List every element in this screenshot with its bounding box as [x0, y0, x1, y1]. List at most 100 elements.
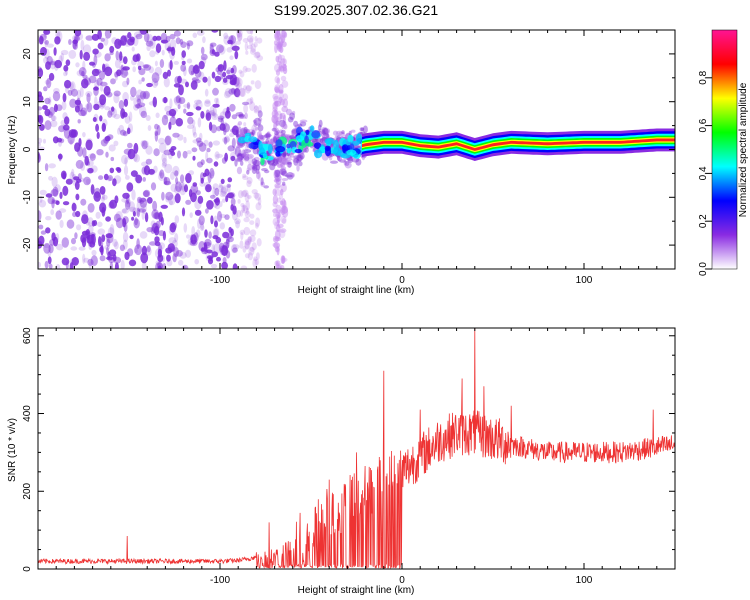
noise-speckle: [239, 229, 246, 235]
noise-speckle: [44, 163, 49, 172]
noise-speckle: [94, 79, 100, 91]
noise-speckle: [223, 35, 231, 45]
noise-streak-speckle: [272, 194, 278, 205]
noise-speckle: [242, 245, 247, 253]
noise-speckle: [178, 84, 184, 96]
noise-speckle: [248, 37, 254, 46]
noise-speckle: [199, 132, 203, 141]
noise-speckle: [141, 77, 145, 82]
noise-speckle: [240, 265, 248, 269]
noise-speckle: [38, 235, 45, 246]
noise-speckle: [219, 111, 227, 119]
noise-speckle: [85, 178, 91, 185]
noise-speckle: [242, 38, 250, 43]
noise-speckle: [219, 213, 227, 219]
ridge-halo-speckle: [318, 119, 323, 128]
noise-speckle: [174, 193, 181, 204]
noise-speckle: [184, 184, 188, 193]
noise-speckle: [143, 64, 152, 71]
colorbar-label: Normalized spectral amplitude: [738, 82, 749, 217]
noise-speckle: [99, 255, 106, 262]
ridge-halo-speckle: [239, 128, 247, 135]
noise-speckle: [120, 35, 127, 46]
noise-speckle: [167, 243, 175, 252]
noise-speckle: [178, 97, 183, 105]
noise-speckle: [76, 89, 82, 100]
ridge-halo-speckle: [338, 131, 345, 137]
noise-speckle: [214, 197, 220, 206]
noise-speckle: [45, 193, 53, 198]
noise-speckle: [99, 102, 103, 108]
noise-speckle: [38, 152, 41, 163]
noise-speckle: [131, 216, 135, 221]
noise-speckle: [109, 261, 114, 269]
ridge-halo-speckle: [265, 138, 270, 145]
noise-speckle: [181, 207, 186, 217]
ridge-halo-speckle: [263, 185, 270, 189]
noise-speckle: [177, 104, 181, 110]
noise-speckle: [216, 44, 224, 54]
noise-speckle: [220, 178, 225, 184]
noise-speckle: [222, 257, 227, 264]
snr-frame: [37, 327, 676, 570]
noise-speckle: [244, 145, 249, 152]
noise-speckle: [151, 209, 159, 219]
ridge-halo-speckle: [302, 148, 307, 153]
x-tick-label: -100: [210, 275, 230, 286]
noise-speckle: [210, 215, 214, 225]
noise-speckle: [144, 212, 149, 223]
noise-speckle: [181, 55, 185, 61]
noise-speckle: [162, 97, 169, 104]
ridge-halo-speckle: [251, 158, 258, 165]
noise-streak-speckle: [275, 246, 279, 252]
noise-speckle: [82, 253, 86, 264]
noise-speckle: [196, 161, 204, 168]
noise-speckle: [44, 40, 48, 48]
noise-speckle: [149, 241, 157, 246]
noise-speckle: [44, 120, 52, 131]
noise-speckle: [245, 207, 250, 215]
ridge-halo-speckle: [337, 155, 342, 162]
noise-speckle: [91, 249, 97, 256]
noise-speckle: [128, 206, 137, 213]
noise-speckle: [227, 177, 233, 183]
ridge-halo-speckle: [237, 121, 243, 126]
noise-streak-speckle: [276, 214, 281, 224]
ridge-halo-speckle: [285, 108, 293, 116]
noise-speckle: [185, 173, 192, 184]
noise-speckle: [124, 199, 132, 205]
noise-streak-speckle: [278, 89, 284, 94]
noise-speckle: [93, 191, 101, 202]
noise-speckle: [170, 183, 178, 193]
noise-speckle: [164, 163, 173, 174]
ridge-halo-speckle: [321, 126, 328, 132]
noise-speckle: [194, 259, 199, 265]
noise-speckle: [38, 115, 44, 125]
noise-speckle: [169, 39, 177, 50]
noise-speckle: [212, 183, 219, 191]
ridge-halo-speckle: [236, 153, 245, 161]
noise-speckle: [158, 137, 166, 145]
noise-speckle: [219, 123, 226, 131]
noise-speckle: [74, 105, 80, 113]
ridge-halo-speckle: [269, 162, 276, 171]
noise-speckle: [140, 140, 145, 147]
noise-speckle: [205, 112, 212, 121]
noise-speckle: [122, 192, 130, 199]
ridge-halo-speckle: [344, 161, 350, 166]
noise-speckle: [127, 248, 134, 257]
noise-speckle: [214, 187, 220, 197]
noise-speckle: [89, 61, 95, 66]
noise-speckle: [234, 218, 241, 225]
ridge-halo-speckle: [283, 156, 289, 161]
noise-speckle: [56, 243, 64, 251]
noise-speckle: [115, 50, 120, 61]
noise-speckle: [250, 80, 255, 85]
noise-speckle: [63, 124, 70, 131]
noise-speckle: [99, 94, 107, 106]
noise-speckle: [75, 193, 80, 201]
noise-speckle: [200, 172, 205, 182]
noise-speckle: [206, 249, 213, 254]
noise-speckle: [161, 152, 167, 163]
ridge-halo-speckle: [241, 149, 246, 157]
